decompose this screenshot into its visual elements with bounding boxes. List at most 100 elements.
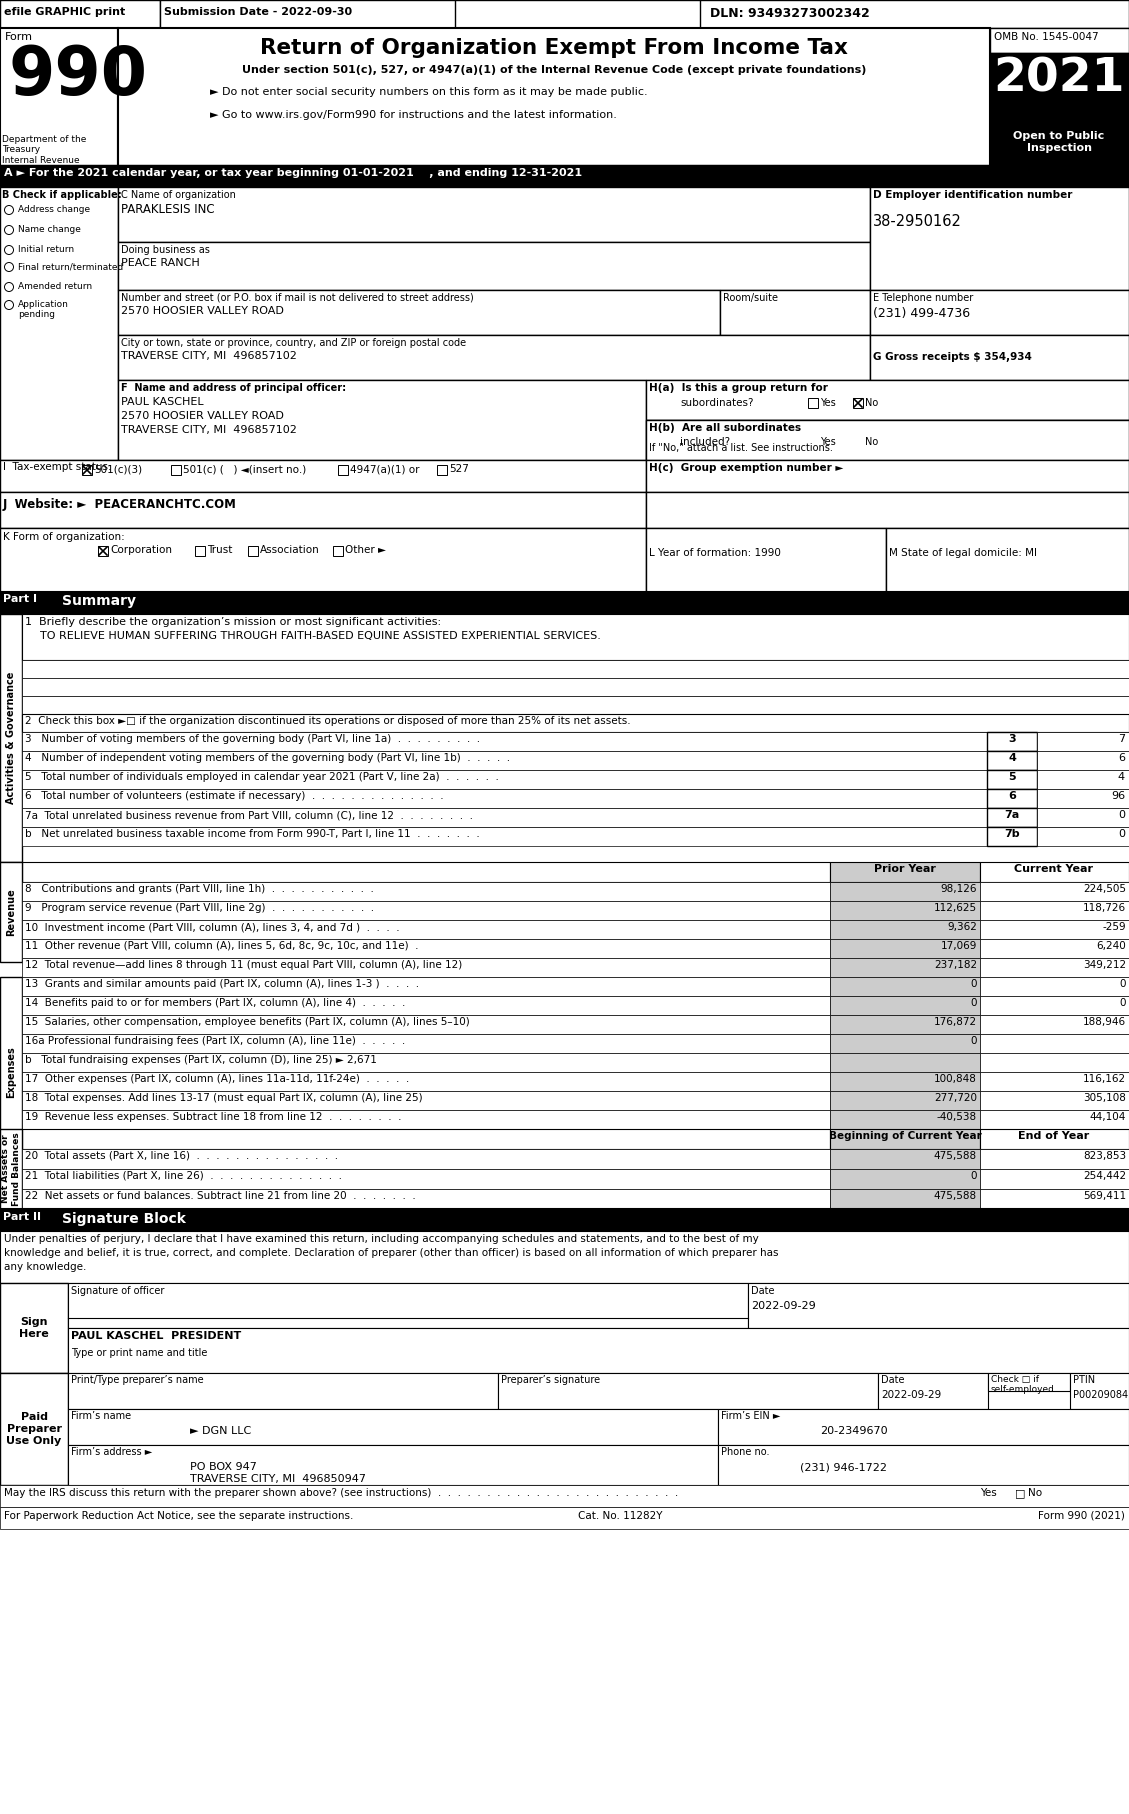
Bar [119,187,870,241]
Text: H(a)  Is this a group return for: H(a) Is this a group return for [649,383,828,394]
Text: 188,946: 188,946 [1083,1018,1126,1027]
Bar [980,958,1129,978]
Text: 2022-09-29: 2022-09-29 [751,1301,816,1312]
Text: Name change: Name change [18,225,81,234]
Bar [987,733,1038,751]
Bar [119,336,870,379]
Text: 6,240: 6,240 [1096,941,1126,951]
Text: 98,126: 98,126 [940,883,977,894]
Bar [0,978,21,1166]
Bar [21,1110,830,1128]
Text: Net Assets or
Fund Balances: Net Assets or Fund Balances [1,1132,20,1206]
Text: 9   Program service revenue (Part VIII, line 2g)  .  .  .  .  .  .  .  .  .  .  : 9 Program service revenue (Part VIII, li… [25,903,374,912]
Bar [0,613,21,862]
Text: H(b)  Are all subordinates: H(b) Are all subordinates [649,423,802,434]
Text: 7a: 7a [1005,811,1019,820]
Bar [980,996,1129,1016]
Bar [119,241,870,290]
Bar [980,1034,1129,1052]
Bar [0,187,119,461]
Text: 4: 4 [1118,773,1124,782]
Bar [0,0,1129,27]
Text: Address change: Address change [18,205,90,214]
Bar [646,461,1129,492]
Text: 7: 7 [1118,735,1124,744]
Text: Under section 501(c), 527, or 4947(a)(1) of the Internal Revenue Code (except pr: Under section 501(c), 527, or 4947(a)(1)… [242,65,866,74]
Text: 15  Salaries, other compensation, employee benefits (Part IX, column (A), lines : 15 Salaries, other compensation, employe… [25,1018,470,1027]
Text: Firm’s address ►: Firm’s address ► [71,1448,152,1457]
Bar [21,1148,830,1168]
Text: P00209084: P00209084 [1073,1390,1128,1400]
Text: Part I: Part I [3,593,37,604]
Text: K Form of organization:: K Form of organization: [3,532,124,542]
Bar [21,789,987,807]
Text: Part II: Part II [3,1212,41,1223]
Text: TO RELIEVE HUMAN SUFFERING THROUGH FAITH-BASED EQUINE ASSISTED EXPERIENTIAL SERV: TO RELIEVE HUMAN SUFFERING THROUGH FAITH… [40,631,601,640]
Bar [98,546,108,557]
Bar [980,940,1129,958]
Bar [195,546,205,557]
Text: For Paperwork Reduction Act Notice, see the separate instructions.: For Paperwork Reduction Act Notice, see … [5,1511,353,1520]
Bar [21,678,1129,697]
Bar [987,807,1038,827]
Bar [0,1282,68,1373]
Bar [21,807,987,827]
Bar [21,920,830,940]
Bar [830,1090,980,1110]
Bar [0,1373,68,1486]
Text: 2570 HOOSIER VALLEY ROAD: 2570 HOOSIER VALLEY ROAD [121,412,283,421]
Text: 10  Investment income (Part VIII, column (A), lines 3, 4, and 7d )  .  .  .  .: 10 Investment income (Part VIII, column … [25,922,400,932]
Text: TRAVERSE CITY, MI  496857102: TRAVERSE CITY, MI 496857102 [121,350,297,361]
Bar [68,1282,749,1328]
Text: Under penalties of perjury, I declare that I have examined this return, includin: Under penalties of perjury, I declare th… [5,1234,759,1244]
Text: -259: -259 [1102,922,1126,932]
Bar [21,660,1129,678]
Text: Cat. No. 11282Y: Cat. No. 11282Y [578,1511,663,1520]
Circle shape [5,283,14,292]
Text: 569,411: 569,411 [1083,1192,1126,1201]
Text: 0: 0 [1118,811,1124,820]
Text: No: No [865,397,878,408]
Circle shape [5,301,14,310]
Text: 7b: 7b [1004,829,1019,840]
Text: Beginning of Current Year: Beginning of Current Year [829,1130,981,1141]
Bar [21,827,987,845]
Text: E Telephone number: E Telephone number [873,294,973,303]
Bar [830,1148,980,1168]
Bar [0,0,160,27]
Text: 475,588: 475,588 [934,1192,977,1201]
Bar [21,1072,830,1090]
Bar [21,751,987,769]
Text: (231) 499-4736: (231) 499-4736 [873,307,970,319]
Text: Yes: Yes [820,437,835,446]
Bar [21,1052,830,1072]
Text: Department of the
Treasury
Internal Revenue
Service: Department of the Treasury Internal Reve… [2,134,87,176]
Text: Firm’s name: Firm’s name [71,1411,131,1420]
Text: No: No [1029,1487,1042,1498]
Bar [854,397,863,408]
Text: 38-2950162: 38-2950162 [873,214,962,229]
Bar [980,1072,1129,1090]
Text: Type or print name and title: Type or print name and title [71,1348,208,1359]
Text: 4947(a)(1) or: 4947(a)(1) or [350,464,420,473]
Text: 17  Other expenses (Part IX, column (A), lines 11a-11d, 11f-24e)  .  .  .  .  .: 17 Other expenses (Part IX, column (A), … [25,1074,409,1085]
Text: PARAKLESIS INC: PARAKLESIS INC [121,203,215,216]
Text: C Name of organization: C Name of organization [121,190,236,200]
Text: J  Website: ►  PEACERANCHTC.COM: J Website: ► PEACERANCHTC.COM [3,499,237,512]
Bar [808,437,819,446]
Text: 19  Revenue less expenses. Subtract line 18 from line 12  .  .  .  .  .  .  .  .: 19 Revenue less expenses. Subtract line … [25,1112,402,1123]
Bar [830,1110,980,1128]
Bar [0,528,646,591]
Text: 9,362: 9,362 [947,922,977,932]
Text: -40,538: -40,538 [937,1112,977,1123]
Text: OMB No. 1545-0047: OMB No. 1545-0047 [994,33,1099,42]
Text: any knowledge.: any knowledge. [5,1263,87,1272]
Text: 305,108: 305,108 [1083,1094,1126,1103]
Text: Corporation: Corporation [110,544,172,555]
Bar [870,290,1129,336]
Text: 0: 0 [971,1172,977,1181]
Bar [0,27,119,167]
Bar [21,1016,830,1034]
Text: 12  Total revenue—add lines 8 through 11 (must equal Part VIII, column (A), line: 12 Total revenue—add lines 8 through 11 … [25,960,462,970]
Bar [333,546,343,557]
